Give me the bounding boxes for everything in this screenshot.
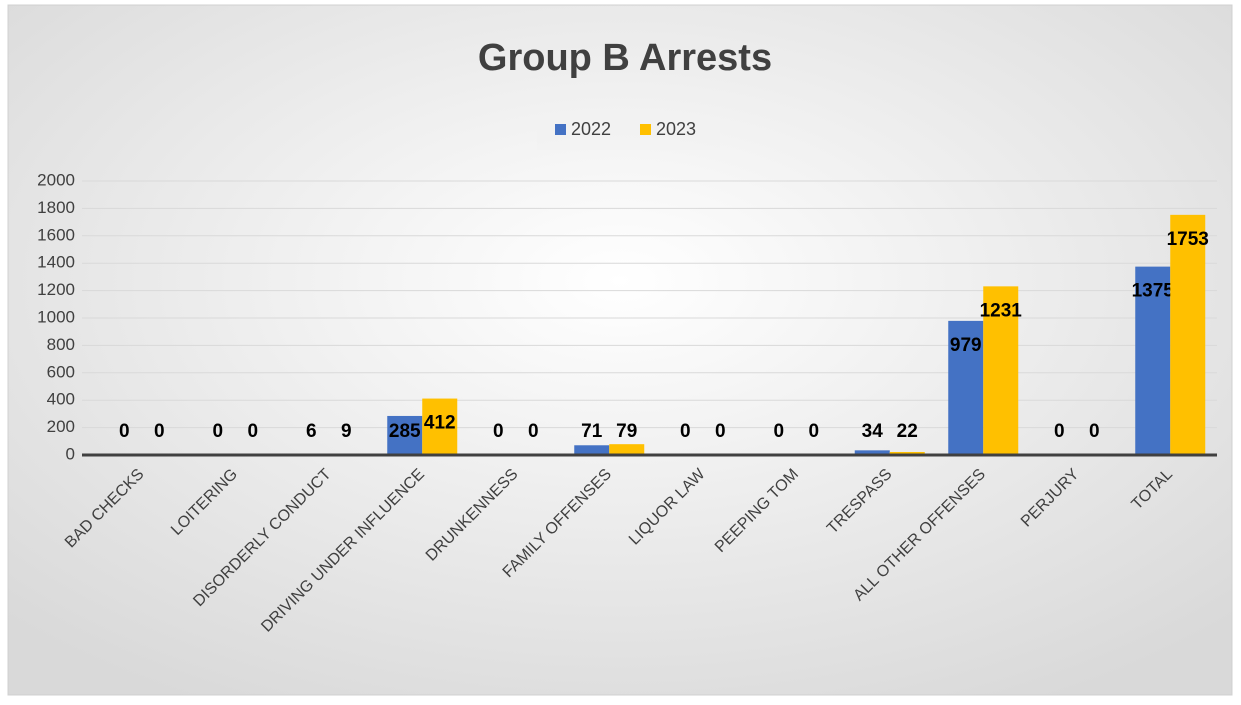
bar — [889, 451, 925, 455]
data-label: 1753 — [1167, 229, 1209, 250]
bar — [387, 415, 423, 455]
data-label: 0 — [528, 421, 539, 442]
legend-swatch — [640, 124, 651, 135]
data-label: 0 — [808, 421, 819, 442]
data-label: 0 — [154, 421, 165, 442]
data-label: 0 — [715, 421, 726, 442]
y-tick-label: 1200 — [37, 280, 75, 299]
bar — [854, 450, 890, 455]
bar — [948, 320, 984, 455]
chart-title: Group B Arrests — [478, 37, 772, 79]
y-tick-label: 0 — [66, 444, 75, 463]
y-tick-label: 1400 — [37, 253, 75, 272]
data-label: 0 — [119, 421, 130, 442]
data-label: 0 — [773, 421, 784, 442]
y-tick-label: 1800 — [37, 198, 75, 217]
data-label: 0 — [212, 421, 223, 442]
data-label: 9 — [341, 421, 352, 442]
data-label: 979 — [950, 335, 982, 356]
data-label: 6 — [306, 421, 317, 442]
bar — [983, 286, 1019, 455]
legend-label: 2023 — [656, 119, 696, 139]
data-label: 0 — [1054, 421, 1065, 442]
legend-swatch — [555, 124, 566, 135]
data-label: 412 — [424, 413, 456, 434]
bar — [574, 445, 610, 455]
data-label: 0 — [680, 421, 691, 442]
bar — [609, 444, 645, 455]
y-tick-label: 1000 — [37, 307, 75, 326]
chart-area — [7, 4, 1233, 696]
legend-box — [537, 110, 720, 150]
data-label: 34 — [862, 421, 884, 442]
data-label: 285 — [389, 421, 421, 442]
data-label: 22 — [897, 421, 918, 442]
data-label: 79 — [616, 421, 637, 442]
data-label: 71 — [581, 421, 603, 442]
data-label: 0 — [1089, 421, 1100, 442]
bar — [1170, 214, 1206, 455]
y-tick-label: 400 — [47, 390, 75, 409]
bar — [422, 398, 458, 455]
legend-label: 2022 — [571, 119, 611, 139]
data-label: 1375 — [1132, 281, 1175, 302]
y-tick-label: 1600 — [37, 225, 75, 244]
y-tick-label: 800 — [47, 335, 75, 354]
data-label: 1231 — [980, 300, 1023, 321]
bar — [1135, 266, 1171, 455]
y-tick-label: 2000 — [37, 170, 75, 189]
y-tick-label: 200 — [47, 417, 75, 436]
data-label: 0 — [493, 421, 504, 442]
data-label: 0 — [247, 421, 258, 442]
y-tick-label: 600 — [47, 362, 75, 381]
